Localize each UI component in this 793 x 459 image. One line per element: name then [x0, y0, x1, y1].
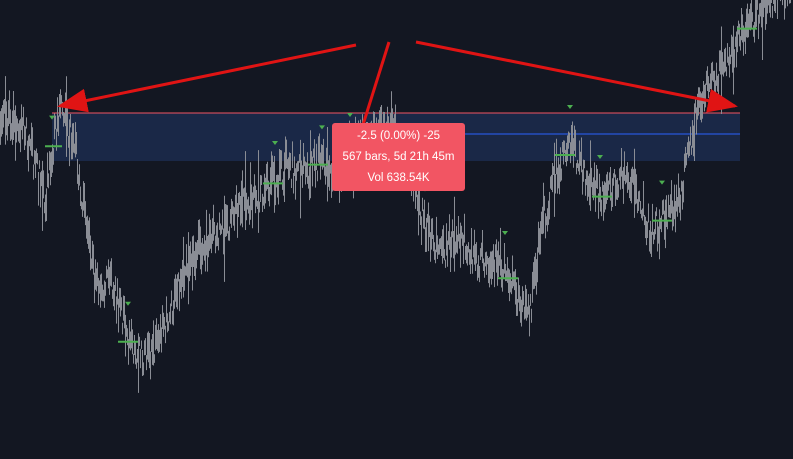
annotation-arrow-right	[415, 40, 738, 113]
annotation-arrow-left	[57, 43, 357, 113]
pivot-high-marker	[597, 155, 603, 159]
pivot-high-marker	[49, 115, 55, 120]
pivot-high-marker	[272, 141, 278, 145]
pivot-high-marker	[125, 301, 131, 306]
measure-change-text: -2.5 (0.00%) -25	[356, 130, 441, 142]
measure-range-text: 567 bars, 5d 21h 45m	[342, 151, 455, 163]
pivot-high-marker	[567, 105, 573, 109]
pivot-markers	[49, 105, 665, 306]
pivot-high-marker	[502, 231, 508, 235]
measure-volume-text: Vol 638.54K	[367, 172, 430, 184]
measure-tooltip: -2.5 (0.00%) -25 567 bars, 5d 21h 45m Vo…	[332, 123, 465, 191]
pivot-high-marker	[659, 180, 665, 185]
pivot-high-marker	[319, 125, 325, 130]
pivot-high-marker	[347, 113, 353, 117]
price-bars	[0, 0, 791, 393]
